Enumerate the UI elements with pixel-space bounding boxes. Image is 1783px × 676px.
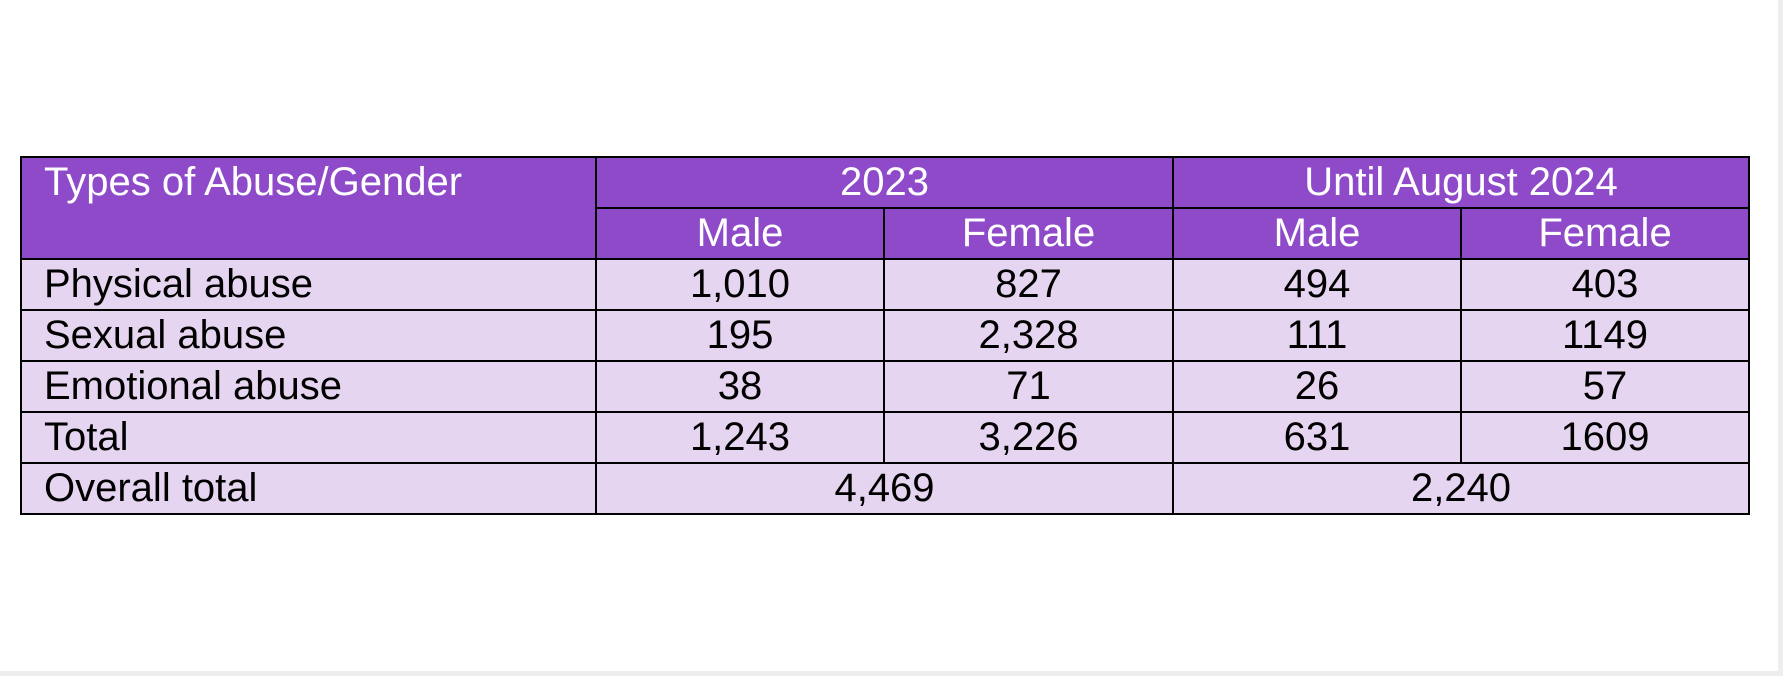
cell: 195 (595, 309, 885, 362)
row-label: Sexual abuse (20, 309, 597, 362)
cell: 2,328 (882, 309, 1175, 362)
subheader: Female (1460, 207, 1751, 260)
cell: 494 (1172, 258, 1463, 311)
page-edge (0, 671, 1783, 676)
cell: 2,240 (1172, 462, 1751, 515)
cell: 4,469 (594, 462, 1175, 515)
overall-row: Overall total 4,469 2,240 (20, 462, 1751, 515)
subheader: Male (595, 207, 885, 260)
cell: 71 (882, 360, 1175, 413)
group-header: 2023 (594, 156, 1175, 209)
row-label: Total (20, 411, 597, 464)
corner-header: Types of Abuse/Gender (20, 156, 597, 260)
cell: 3,226 (882, 411, 1175, 464)
group-header: Until August 2024 (1172, 156, 1751, 209)
cell: 1,243 (595, 411, 885, 464)
row-label: Physical abuse (20, 258, 597, 311)
cell: 1609 (1460, 411, 1751, 464)
cell: 57 (1460, 360, 1751, 413)
cell: 1149 (1460, 309, 1751, 362)
table-body: Types of Abuse/Gender 2023 Until August … (20, 156, 1751, 515)
row-label: Overall total (20, 462, 597, 515)
data-row: Emotional abuse 38 71 26 57 (20, 360, 1751, 413)
cell: 631 (1172, 411, 1463, 464)
row-label: Emotional abuse (20, 360, 597, 413)
cell: 827 (882, 258, 1175, 311)
abuse-table: Types of Abuse/Gender 2023 Until August … (20, 156, 1751, 515)
page-edge (1778, 0, 1783, 676)
subheader: Female (882, 207, 1175, 260)
header-row: Types of Abuse/Gender 2023 Until August … (20, 156, 1751, 260)
data-row: Sexual abuse 195 2,328 111 1149 (20, 309, 1751, 362)
cell: 1,010 (595, 258, 885, 311)
cell: 38 (595, 360, 885, 413)
cell: 111 (1172, 309, 1463, 362)
data-row: Physical abuse 1,010 827 494 403 (20, 258, 1751, 311)
subheader: Male (1172, 207, 1463, 260)
subheader-row: Male Female Male Female (21, 207, 1751, 260)
cell: 403 (1460, 258, 1751, 311)
data-row: Total 1,243 3,226 631 1609 (20, 411, 1751, 464)
cell: 26 (1172, 360, 1463, 413)
